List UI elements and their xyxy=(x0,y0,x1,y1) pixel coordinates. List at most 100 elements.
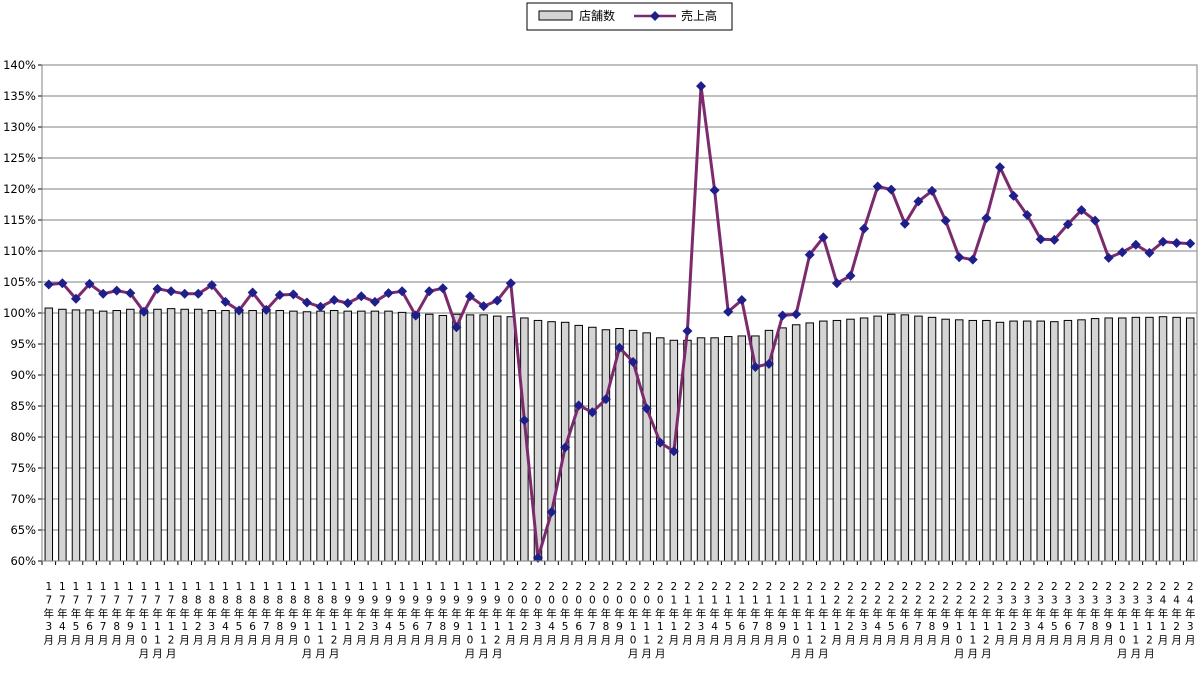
bar xyxy=(397,311,407,562)
bar xyxy=(275,310,285,562)
bar xyxy=(329,310,339,562)
line-point xyxy=(1035,234,1046,245)
bar xyxy=(438,314,448,562)
bar xyxy=(289,310,298,562)
line-point xyxy=(410,310,421,321)
line-point xyxy=(138,306,149,317)
line-point xyxy=(1049,234,1060,245)
line-point xyxy=(709,185,720,196)
line-point xyxy=(193,288,204,299)
line-point xyxy=(804,249,815,260)
bar xyxy=(873,315,882,562)
plot-area-border xyxy=(41,64,1198,562)
line-point xyxy=(736,294,747,305)
line-point xyxy=(70,293,81,304)
line-point xyxy=(777,310,788,321)
line-point xyxy=(301,297,312,308)
line-point xyxy=(872,181,883,192)
bar xyxy=(479,314,488,562)
line-point xyxy=(274,290,285,301)
bar xyxy=(425,313,434,562)
bar xyxy=(248,310,257,562)
y-tick-label: 85% xyxy=(10,399,36,413)
line-point xyxy=(696,81,707,92)
line-point xyxy=(220,296,231,307)
line-point xyxy=(1090,215,1101,226)
bar xyxy=(302,311,312,562)
bar xyxy=(370,310,380,562)
legend-bar-label: 店舗数 xyxy=(579,8,615,23)
line-point xyxy=(1076,205,1087,216)
y-tick-label: 105% xyxy=(3,275,36,289)
line-point xyxy=(845,270,856,281)
line-point xyxy=(668,446,679,457)
line-point xyxy=(57,278,68,289)
bar xyxy=(588,326,597,562)
bar xyxy=(642,332,651,562)
bar xyxy=(153,308,162,562)
line-point xyxy=(1008,190,1019,201)
bar xyxy=(98,310,108,562)
line-point xyxy=(288,289,299,300)
bar xyxy=(1090,318,1100,562)
line-point xyxy=(356,291,367,302)
line-point xyxy=(465,291,476,302)
bar xyxy=(710,337,719,562)
bar xyxy=(846,318,855,562)
line-point xyxy=(1062,219,1073,230)
line-point xyxy=(1103,252,1114,263)
bar xyxy=(574,324,583,562)
bar xyxy=(737,335,747,562)
line-point xyxy=(587,407,598,418)
legend-line-label: 売上高 xyxy=(681,8,717,23)
y-tick-label: 75% xyxy=(10,461,36,475)
bar xyxy=(954,319,964,562)
line-point xyxy=(994,162,1005,173)
y-axis: 60% 65% 70% 75% 80% 85% 90% 95% 100% 105% 110% 115%… xyxy=(3,58,42,568)
line-point xyxy=(478,301,489,312)
bar xyxy=(506,316,516,562)
line-point xyxy=(383,288,394,299)
bar xyxy=(859,317,869,562)
bar xyxy=(85,309,94,562)
bar xyxy=(900,314,910,562)
bar xyxy=(180,308,189,562)
line-point xyxy=(1130,239,1141,250)
bar xyxy=(492,315,502,562)
bar xyxy=(58,308,67,562)
bar xyxy=(221,310,230,562)
